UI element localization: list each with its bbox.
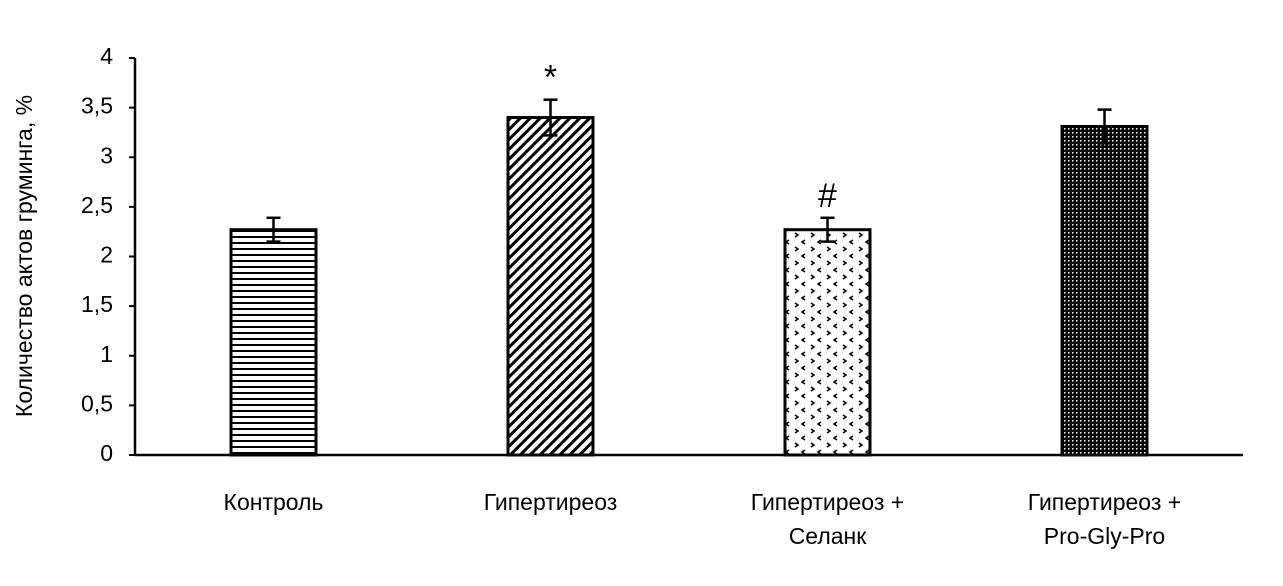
x-tick-label: Гипертиреоз + Pro-Gly-Pro — [1027, 489, 1182, 549]
annotation: * — [544, 59, 557, 97]
y-tick-label: 3 — [100, 142, 113, 168]
x-tick-label: Контроль — [223, 489, 324, 515]
bar — [783, 228, 872, 457]
x-tick-label: Гипертиреоз + Селанк — [750, 489, 905, 549]
y-tick-label: 1 — [100, 341, 113, 367]
annotation: # — [818, 177, 837, 215]
bar — [1060, 124, 1149, 457]
error-bar — [543, 98, 558, 137]
y-tick-label: 1,5 — [81, 291, 113, 317]
x-tick-label: Гипертиреоз — [483, 489, 618, 515]
y-tick-label: 4 — [100, 43, 113, 69]
error-bar — [266, 216, 281, 243]
y-tick-label: 0,5 — [81, 390, 113, 416]
error-bar — [1097, 108, 1112, 145]
y-tick-label: 2 — [100, 242, 113, 268]
y-tick-label: 3,5 — [81, 93, 113, 119]
y-tick-label: 2,5 — [81, 192, 113, 218]
error-bar — [820, 216, 835, 243]
y-tick-label: 0 — [100, 440, 113, 466]
bar — [229, 228, 318, 457]
y-axis-label: Количество актов груминга, % — [11, 95, 37, 417]
bar — [506, 116, 595, 457]
